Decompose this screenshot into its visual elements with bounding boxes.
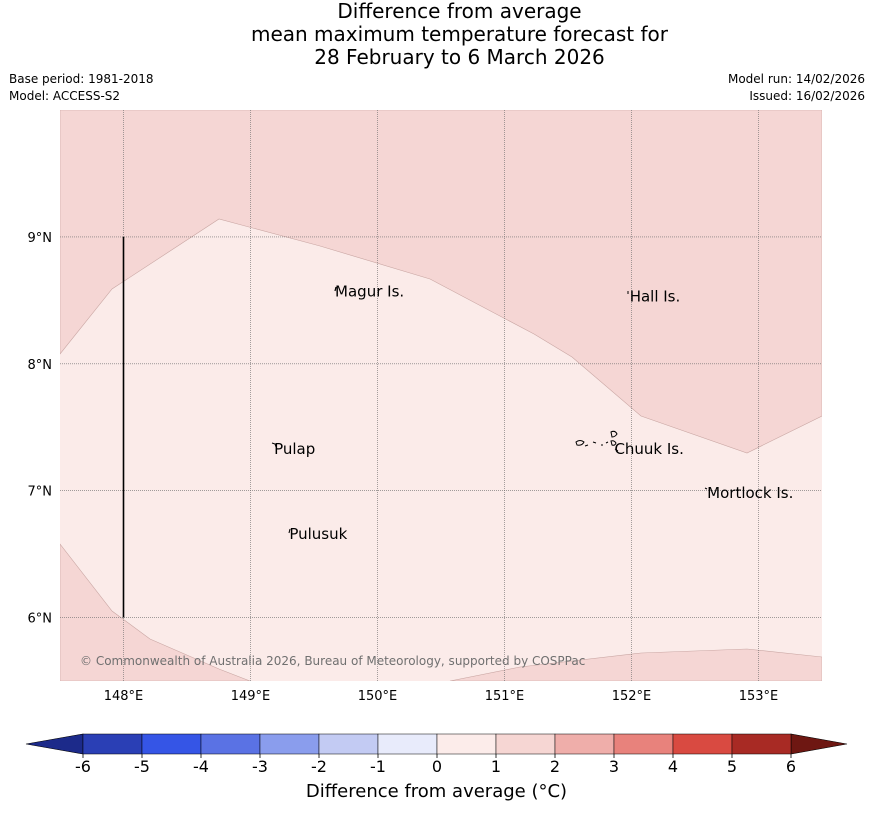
lat-tick-label: 6°N [28,612,53,627]
lat-tick-label: 7°N [28,485,53,500]
colorbar-segment [200,733,261,755]
colorbar-segment [82,733,143,755]
latitude-labels: 6°N 7°N 8°N 9°N [28,231,53,627]
colorbar-tick-label: 2 [550,757,560,776]
colorbar-label: Difference from average (°C) [305,781,568,802]
colorbar-segment [318,733,379,755]
colorbar-tick-label: -3 [252,757,268,776]
model-run: Model run: 14/02/2026 [727,72,865,86]
place-label: Hall Is. [630,288,681,306]
colorbar-segment [731,733,792,755]
anomaly-region-north [60,110,822,454]
meta-left: Base period: 1981-2018 Model: ACCESS-S2 [9,71,154,105]
map-grid [60,110,822,681]
lat-tick-label: 9°N [28,231,53,246]
colorbar-tick-label: -5 [134,757,150,776]
lat-tick-label: 8°N [28,358,53,373]
lon-tick-label: 151°E [485,689,525,704]
title-line-3: 28 February to 6 March 2026 [314,45,605,69]
title-line-2: mean maximum temperature forecast for [250,22,668,46]
lon-tick-label: 149°E [231,689,271,704]
colorbar-tick-label: 1 [491,757,501,776]
colorbar-extend-high [790,733,848,755]
chuuk-island-mark [575,430,619,452]
mortlock-island-mark [704,487,708,490]
colorbar-segment [613,733,674,755]
place-label: Magur Is. [335,282,404,300]
colorbar-tick-label: 5 [727,757,737,776]
colorbar-tick-label: -2 [311,757,327,776]
colorbar-segment [377,733,438,755]
colorbar-segment [259,733,320,755]
lon-tick-label: 148°E [104,689,144,704]
place-label: Mortlock Is. [707,484,793,502]
pulusuk-island-mark [288,528,291,534]
place-label: Chuuk Is. [614,440,683,458]
colorbar: -6 -5 -4 -3 -2 -1 0 1 2 3 4 5 6 [25,733,848,776]
lon-tick-label: 153°E [739,689,779,704]
colorbar-segment [672,733,733,755]
colorbar-extend-low [25,733,84,755]
colorbar-tick-label: 4 [668,757,678,776]
place-label: Pulap [274,440,315,458]
anomaly-region-south-east [449,648,822,681]
longitude-labels: 148°E 149°E 150°E 151°E 152°E 153°E [104,689,779,704]
issued-date: Issued: 16/02/2026 [749,89,865,103]
colorbar-tick-label: -1 [370,757,386,776]
place-labels: Magur Is. Hall Is. Pulap Chuuk Is. Pulusuk Mo… [274,282,793,542]
anomaly-region-south-west [60,543,251,681]
base-period: Base period: 1981-2018 [9,72,154,86]
colorbar-tick-label: -4 [193,757,209,776]
map-title: Difference from average mean maximum tem… [0,0,873,69]
colorbar-segment [436,733,497,755]
lon-tick-label: 150°E [358,689,398,704]
copyright-notice: © Commonwealth of Australia 2026, Bureau… [80,654,585,668]
colorbar-segment [495,733,556,755]
colorbar-segment [141,733,202,755]
magur-island-mark [334,286,337,292]
title-line-1: Difference from average [337,0,582,23]
colorbar-tick-label: 3 [609,757,619,776]
meta-right: Model run: 14/02/2026 Issued: 16/02/2026 [728,71,865,105]
colorbar-tick-label: -6 [75,757,91,776]
colorbar-tick-label: 6 [786,757,796,776]
colorbar-segment [554,733,615,755]
pulap-island-mark [271,442,277,448]
colorbar-tick-label: 0 [432,757,442,776]
place-label: Pulusuk [289,525,347,543]
lon-tick-label: 152°E [612,689,652,704]
island-markers [271,286,708,534]
model-name: Model: ACCESS-S2 [9,89,121,103]
